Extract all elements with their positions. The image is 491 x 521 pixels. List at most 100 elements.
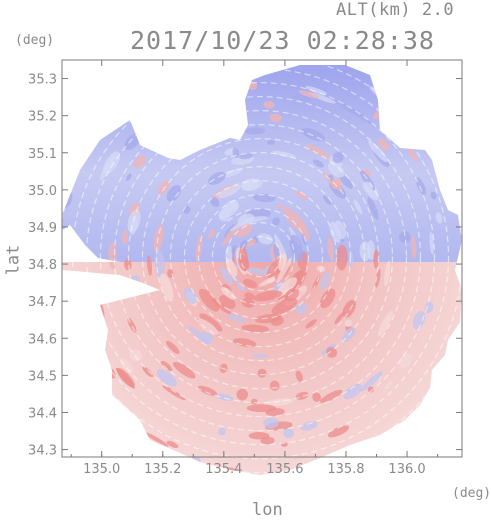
- altitude-label: ALT(km) 2.0: [336, 0, 455, 20]
- echo-cell: [253, 290, 283, 302]
- echo-cell: [229, 217, 253, 232]
- echo-cell: [227, 313, 246, 323]
- echo-cell: [203, 81, 226, 90]
- echo-cell: [283, 428, 294, 439]
- y-tick-label: 35.0: [28, 184, 57, 199]
- echo-cell: [263, 417, 279, 429]
- echo-cell: [377, 138, 390, 151]
- echo-cell: [343, 383, 363, 400]
- echo-cell: [156, 369, 177, 387]
- echo-cell: [139, 119, 158, 135]
- echo-cell: [334, 311, 345, 325]
- echo-cell: [291, 94, 312, 102]
- range-ring: [141, 138, 380, 376]
- echo-cell: [208, 228, 215, 240]
- echo-cell: [332, 152, 344, 164]
- echo-cell: [241, 298, 255, 308]
- y-tick-label: 34.4: [28, 406, 57, 421]
- echo-cell: [276, 257, 292, 284]
- echo-cell: [146, 255, 153, 276]
- range-ring: [197, 194, 324, 320]
- echo-cell: [312, 159, 324, 168]
- range-ring: [225, 222, 296, 292]
- echo-cell: [196, 115, 211, 128]
- echo-cell: [32, 235, 44, 253]
- echo-cell: [384, 380, 394, 390]
- echo-cell: [368, 140, 388, 163]
- x-axis-label: lon: [252, 500, 283, 520]
- range-ring: [155, 152, 366, 362]
- echo-cell: [161, 360, 173, 372]
- range-ring: [211, 208, 310, 306]
- echo-cell: [375, 268, 381, 288]
- echo-cell: [238, 255, 250, 271]
- echo-cell: [166, 440, 179, 448]
- echo-cell: [148, 73, 159, 84]
- echo-cell: [218, 427, 226, 436]
- y-tick-label: 35.1: [28, 147, 57, 162]
- echo-cell: [245, 267, 269, 276]
- y-axis-unit: (deg): [15, 33, 55, 48]
- echo-cell: [192, 79, 221, 92]
- echo-cell: [115, 367, 135, 389]
- echo-cell: [159, 273, 174, 302]
- echo-cell: [362, 181, 373, 193]
- echo-cell: [295, 370, 303, 382]
- datetime-title: 2017/10/23 02:28:38: [130, 26, 435, 55]
- echo-cell: [218, 119, 231, 126]
- range-ring: [169, 166, 352, 348]
- echo-cell: [326, 346, 338, 358]
- echo-cell: [312, 392, 321, 402]
- echo-cell: [226, 258, 238, 278]
- echo-cell: [142, 366, 154, 378]
- echo-cell: [320, 288, 336, 309]
- echo-cell: [197, 318, 219, 336]
- echo-cell: [412, 310, 426, 330]
- echo-cell: [124, 258, 132, 271]
- echo-cell: [295, 302, 308, 315]
- echo-cell: [424, 301, 434, 314]
- echo-cell: [407, 147, 419, 163]
- echo-cell: [221, 286, 236, 300]
- x-tick-label: 135.0: [83, 462, 120, 477]
- echo-cell: [335, 244, 348, 271]
- echo-cell: [162, 385, 186, 401]
- y-tick-label: 35.3: [28, 73, 57, 88]
- echo-cell: [220, 266, 233, 286]
- echo-cell: [119, 82, 138, 98]
- echo-cell: [272, 217, 280, 226]
- echo-cell: [327, 161, 345, 178]
- echo-cell: [263, 100, 275, 109]
- echo-cell: [460, 203, 462, 228]
- range-ring: [239, 236, 282, 278]
- y-tick-label: 34.7: [28, 295, 57, 310]
- range-ring: [183, 180, 338, 334]
- echo-cell: [197, 42, 212, 52]
- echo-cell: [129, 349, 142, 362]
- echo-cell: [359, 241, 371, 262]
- y-tick-label: 34.6: [28, 332, 57, 347]
- echo-cell: [121, 229, 129, 245]
- velocity-field: [32, 42, 462, 475]
- echo-cell: [367, 386, 375, 393]
- echo-cell: [342, 299, 356, 318]
- x-tick-label: 136.0: [388, 462, 425, 477]
- echo-cell: [277, 277, 298, 296]
- echo-cell: [156, 65, 179, 74]
- echo-cell: [360, 371, 383, 392]
- echo-cell: [320, 271, 331, 290]
- echo-cell: [429, 232, 434, 255]
- echo-cell: [327, 237, 335, 262]
- echo-cell: [384, 260, 391, 287]
- x-tick-label: 135.6: [266, 462, 303, 477]
- echo-cell: [257, 368, 267, 378]
- range-ring: [85, 82, 436, 432]
- echo-cell: [272, 150, 296, 158]
- echo-cell: [134, 155, 146, 168]
- x-tick-label: 135.2: [144, 462, 181, 477]
- echo-cell: [399, 353, 412, 368]
- echo-cell: [344, 319, 352, 327]
- echo-cell: [214, 108, 239, 119]
- echo-cell: [70, 273, 81, 282]
- echo-cell: [203, 49, 213, 59]
